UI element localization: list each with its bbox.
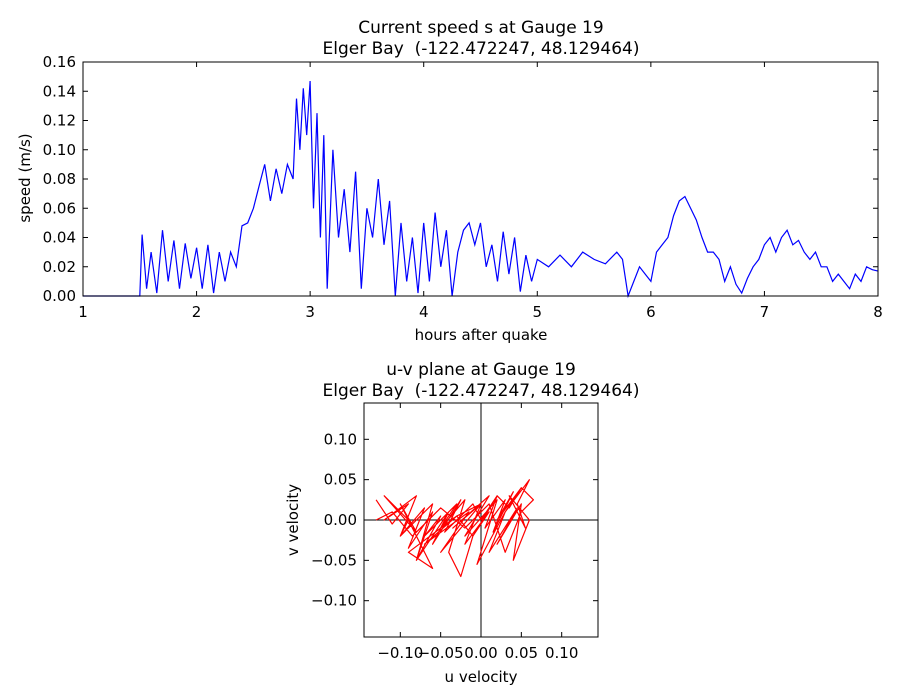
chart1-series-line (83, 80, 879, 299)
chart1-xtick-label: 8 (873, 303, 883, 321)
chart2-xlabel: u velocity (445, 668, 518, 686)
chart1-plot-frame (82, 61, 879, 297)
chart2-xtick-label: 0.10 (545, 644, 578, 662)
chart2-ytick-label: 0.10 (324, 430, 357, 448)
chart2-subtitle: Elger Bay (-122.472247, 48.129464) (323, 381, 640, 401)
chart1-xtick-label: 6 (646, 303, 656, 321)
chart1-ytick-label: 0.06 (43, 199, 76, 217)
chart2-plot-frame (363, 402, 599, 638)
chart1-ytick-label: 0.10 (43, 141, 76, 159)
chart2-ytick-label: 0.05 (324, 471, 357, 489)
chart2-xtick-label: −0.10 (377, 644, 423, 662)
chart1-ytick-label: 0.04 (43, 229, 76, 247)
chart1-xtick-label: 2 (192, 303, 202, 321)
chart1-xtick-label: 7 (760, 303, 770, 321)
chart1-title: Current speed s at Gauge 19 (358, 18, 603, 38)
chart1-ytick-label: 0.08 (43, 170, 76, 188)
chart2-ytick-label: −0.10 (311, 592, 357, 610)
chart1-xtick-label: 4 (419, 303, 429, 321)
chart1-xlabel: hours after quake (415, 326, 548, 344)
chart1-subtitle: Elger Bay (-122.472247, 48.129464) (323, 39, 640, 59)
chart1-ytick-label: 0.14 (43, 82, 76, 100)
chart1-ytick-label: 0.12 (43, 112, 76, 130)
chart1-ytick-label: 0.00 (43, 287, 76, 305)
chart1-xtick-label: 3 (305, 303, 315, 321)
chart1-ylabel: speed (m/s) (16, 133, 34, 222)
chart2-series-trajectory (375, 479, 535, 578)
chart1-ytick-label: 0.02 (43, 258, 76, 276)
chart2-xtick-label: 0.05 (505, 644, 538, 662)
chart1-xtick-label: 5 (533, 303, 543, 321)
chart2-title: u-v plane at Gauge 19 (386, 360, 576, 380)
chart1-series-group (83, 80, 879, 299)
chart2-xtick-label: −0.05 (418, 644, 464, 662)
chart2-ylabel: v velocity (284, 484, 302, 556)
chart1-ytick-label: 0.16 (43, 53, 76, 71)
chart2-ticks: −0.10−0.05 0.00 0.05 0.10−0.10−0.050.000.05… (311, 403, 598, 662)
chart2-ytick-label: 0.00 (324, 511, 357, 529)
chart1-ticks: 1 2 3 4 5 6 7 8 0.00 0.02 0.04 0.06 0.08 0.10 0.12 0.14… (43, 53, 883, 321)
chart1-xtick-label: 1 (78, 303, 88, 321)
chart2-series-group (364, 403, 598, 637)
chart2-ytick-label: −0.05 (311, 551, 357, 569)
chart2-xtick-label: 0.00 (464, 644, 497, 662)
